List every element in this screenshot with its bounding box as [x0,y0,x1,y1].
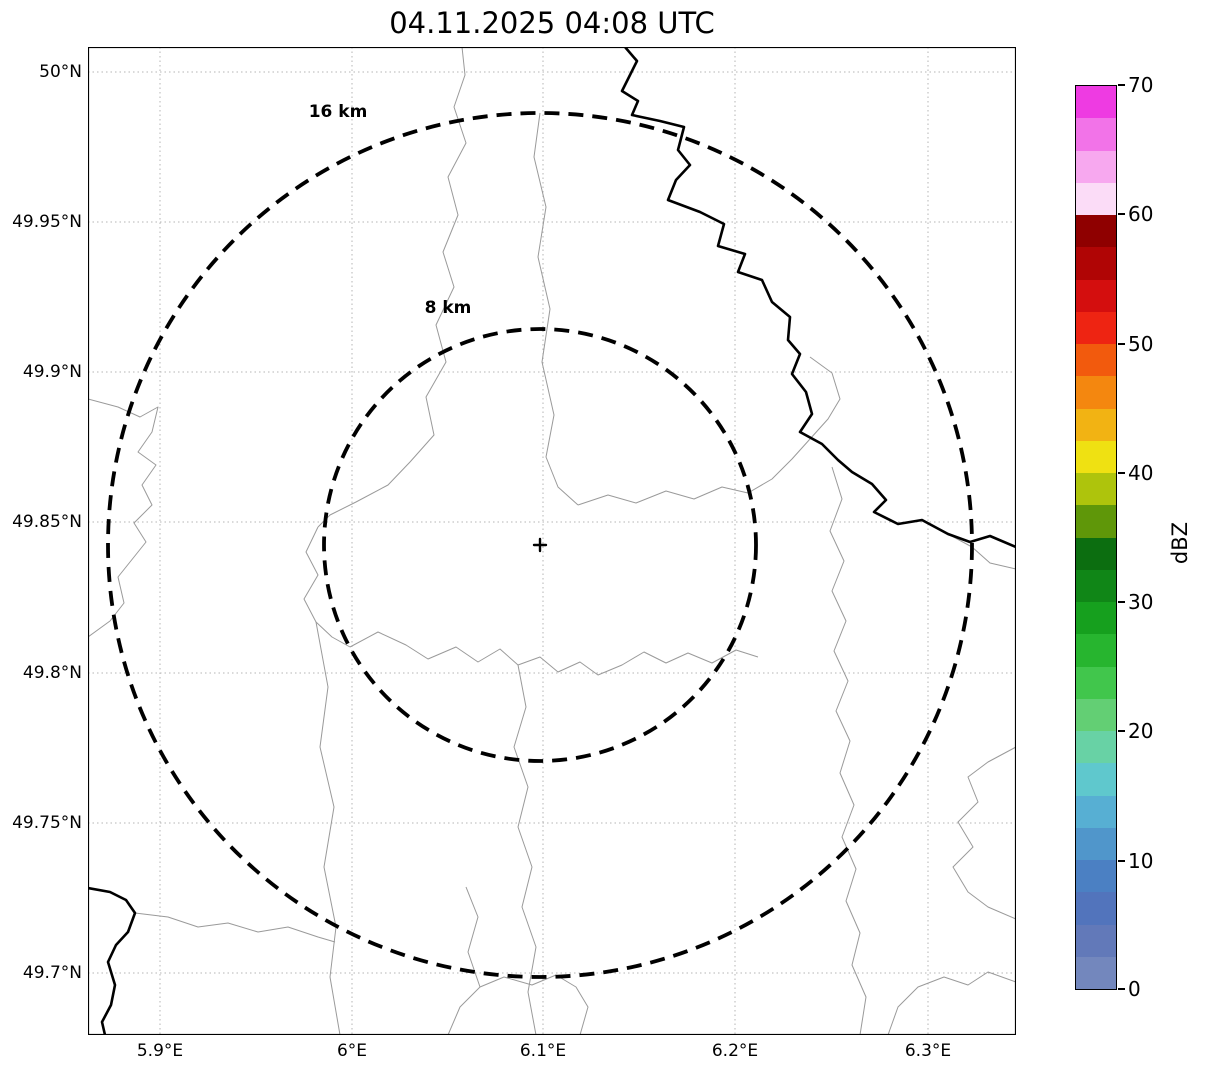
colorbar-segment [1076,924,1116,957]
map-canvas: 16 km 8 km [88,47,1016,1035]
colorbar-tick [1118,988,1125,990]
colorbar-tick [1118,601,1125,603]
colorbar-tick [1118,84,1125,86]
range-ring-8km-label: 8 km [425,298,472,318]
colorbar-tick [1118,472,1125,474]
y-tick-label: 49.8°N [22,663,82,683]
colorbar-tick-label: 30 [1128,590,1154,614]
colorbar-segment [1076,569,1116,602]
x-tick-label: 6.2°E [711,1041,759,1061]
colorbar-segment [1076,537,1116,570]
colorbar-tick [1118,343,1125,345]
colorbar-segment [1076,666,1116,699]
range-ring-16km [106,111,974,979]
colorbar-segment [1076,118,1116,151]
x-tick-label: 5.9°E [136,1041,184,1061]
colorbar-segment [1076,86,1116,119]
colorbar-segment [1076,311,1116,344]
range-ring-8km [322,327,758,763]
y-tick-label: 49.75°N [12,813,82,833]
range-ring-16km-label: 16 km [309,102,368,122]
y-tick-label: 50°N [39,62,82,82]
colorbar-tick [1118,860,1125,862]
colorbar-tick-label: 0 [1128,977,1141,1001]
colorbar-tick [1118,213,1125,215]
y-tick-label: 49.95°N [12,212,82,232]
colorbar-segment [1076,698,1116,731]
colorbar-segment [1076,408,1116,441]
colorbar-segment [1076,892,1116,925]
colorbar-segment [1076,602,1116,635]
colorbar-segment [1076,279,1116,312]
colorbar-tick-label: 70 [1128,73,1154,97]
colorbar-tick-label: 10 [1128,849,1154,873]
radar-center-marker [532,537,548,553]
colorbar-segment [1076,795,1116,828]
colorbar-tick-label: 60 [1128,202,1154,226]
boundary-lines [88,47,1016,1035]
colorbar-segment [1076,376,1116,409]
colorbar-segment [1076,827,1116,860]
plot-title: 04.11.2025 04:08 UTC [389,6,715,40]
colorbar-tick-label: 20 [1128,719,1154,743]
y-tick-label: 49.9°N [22,362,82,382]
x-tick-label: 6.1°E [519,1041,567,1061]
colorbar-segment [1076,763,1116,796]
colorbar [1075,85,1117,990]
colorbar-segment [1076,344,1116,377]
colorbar-segment [1076,150,1116,183]
colorbar-segment [1076,440,1116,473]
colorbar-segment [1076,860,1116,893]
colorbar-segment [1076,956,1116,989]
grid-lines [88,47,1016,1035]
colorbar-segment [1076,182,1116,215]
colorbar-gradient [1076,86,1116,989]
colorbar-segment [1076,505,1116,538]
country-border-line [88,47,1016,1035]
y-tick-label: 49.85°N [12,512,82,532]
colorbar-segment [1076,247,1116,280]
colorbar-segment [1076,731,1116,764]
y-tick-label: 49.7°N [22,963,82,983]
colorbar-tick-label: 40 [1128,461,1154,485]
colorbar-tick [1118,730,1125,732]
colorbar-segment [1076,634,1116,667]
colorbar-segment [1076,215,1116,248]
colorbar-axis-label: dBZ [1168,521,1192,565]
colorbar-tick-label: 50 [1128,332,1154,356]
colorbar-segment [1076,473,1116,506]
x-tick-label: 6°E [336,1041,368,1061]
x-tick-label: 6.3°E [904,1041,952,1061]
plot-frame [88,47,1016,1035]
